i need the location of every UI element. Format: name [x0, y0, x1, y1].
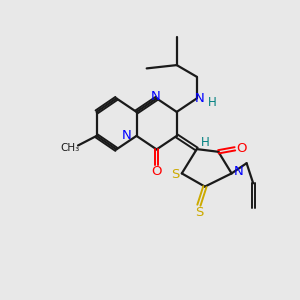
Text: N: N	[121, 129, 131, 142]
Text: S: S	[195, 206, 203, 219]
Text: O: O	[236, 142, 247, 155]
Text: H: H	[201, 136, 210, 149]
Text: N: N	[233, 165, 243, 178]
Text: O: O	[152, 165, 162, 178]
Text: H: H	[207, 96, 216, 110]
Text: CH₃: CH₃	[60, 142, 79, 153]
Text: N: N	[151, 90, 160, 103]
Text: S: S	[171, 168, 179, 182]
Text: N: N	[194, 92, 204, 105]
